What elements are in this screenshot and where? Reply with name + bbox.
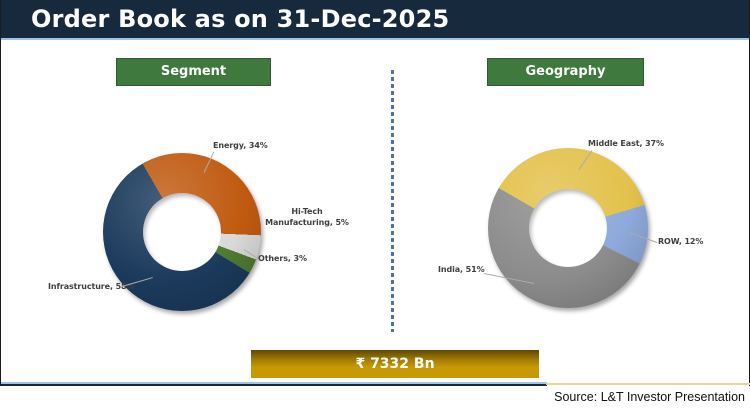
label-row: ROW, 12%: [658, 237, 704, 246]
source-text: Source: L&T Investor Presentation: [0, 386, 750, 409]
segment-chart-header: Segment: [116, 58, 271, 86]
page-title: Order Book as on 31-Dec-2025: [1, 0, 749, 40]
label-others: Others, 3%: [258, 254, 307, 263]
geography-donut-chart: [488, 148, 648, 308]
label-india: India, 51%: [438, 265, 485, 274]
donut-hole: [529, 189, 607, 267]
total-order-book-badge: ₹ 7332 Bn: [251, 350, 539, 378]
geography-chart-header: Geography: [487, 58, 644, 86]
dashed-divider: [391, 70, 394, 332]
chart-frame: Order Book as on 31-Dec-2025 Segment Geo…: [0, 0, 750, 386]
label-hitech-manufacturing: Hi-Tech Manufacturing, 5%: [265, 207, 349, 227]
label-energy: Energy, 34%: [213, 141, 268, 150]
bottom-border-dark: [1, 384, 547, 386]
label-infrastructure: Infrastructure, 58%: [48, 282, 135, 291]
label-middle-east: Middle East, 37%: [588, 139, 664, 148]
donut-hole: [143, 193, 221, 271]
bottom-border-yellow: [546, 383, 750, 385]
bottom-border-blue: [1, 382, 547, 384]
